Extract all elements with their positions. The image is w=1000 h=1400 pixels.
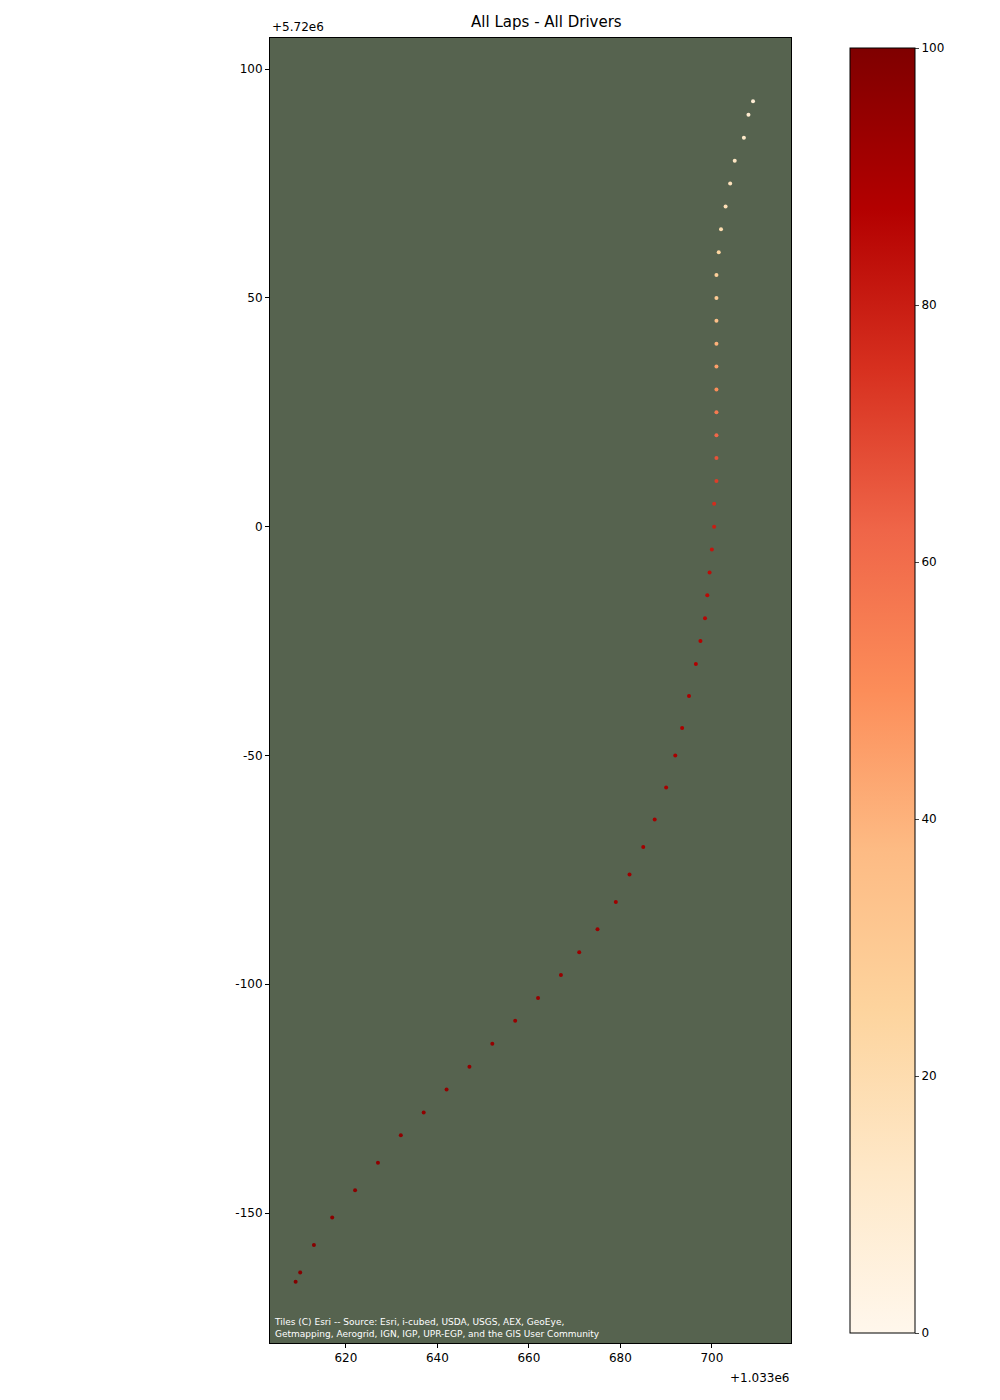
svg-text:-50: -50 xyxy=(243,749,263,763)
svg-text:620: 620 xyxy=(334,1351,357,1365)
svg-text:0: 0 xyxy=(921,1326,929,1340)
svg-text:680: 680 xyxy=(609,1351,632,1365)
svg-text:60: 60 xyxy=(921,555,936,569)
svg-text:+1.033e6: +1.033e6 xyxy=(730,1371,789,1385)
svg-text:-150: -150 xyxy=(235,1206,262,1220)
svg-text:700: 700 xyxy=(700,1351,723,1365)
svg-text:20: 20 xyxy=(921,1069,936,1083)
svg-text:Tiles (C) Esri -- Source: Esri: Tiles (C) Esri -- Source: Esri, i-cubed,… xyxy=(274,1317,600,1339)
svg-text:+5.72e6: +5.72e6 xyxy=(272,20,324,34)
svg-text:100: 100 xyxy=(921,41,944,55)
svg-text:640: 640 xyxy=(426,1351,449,1365)
svg-text:80: 80 xyxy=(921,298,936,312)
svg-text:-100: -100 xyxy=(235,977,262,991)
svg-text:660: 660 xyxy=(517,1351,540,1365)
svg-text:40: 40 xyxy=(921,812,936,826)
svg-text:All Laps - All Drivers: All Laps - All Drivers xyxy=(471,13,622,31)
svg-text:0: 0 xyxy=(255,520,263,534)
svg-text:100: 100 xyxy=(240,62,263,76)
svg-text:50: 50 xyxy=(247,291,262,305)
